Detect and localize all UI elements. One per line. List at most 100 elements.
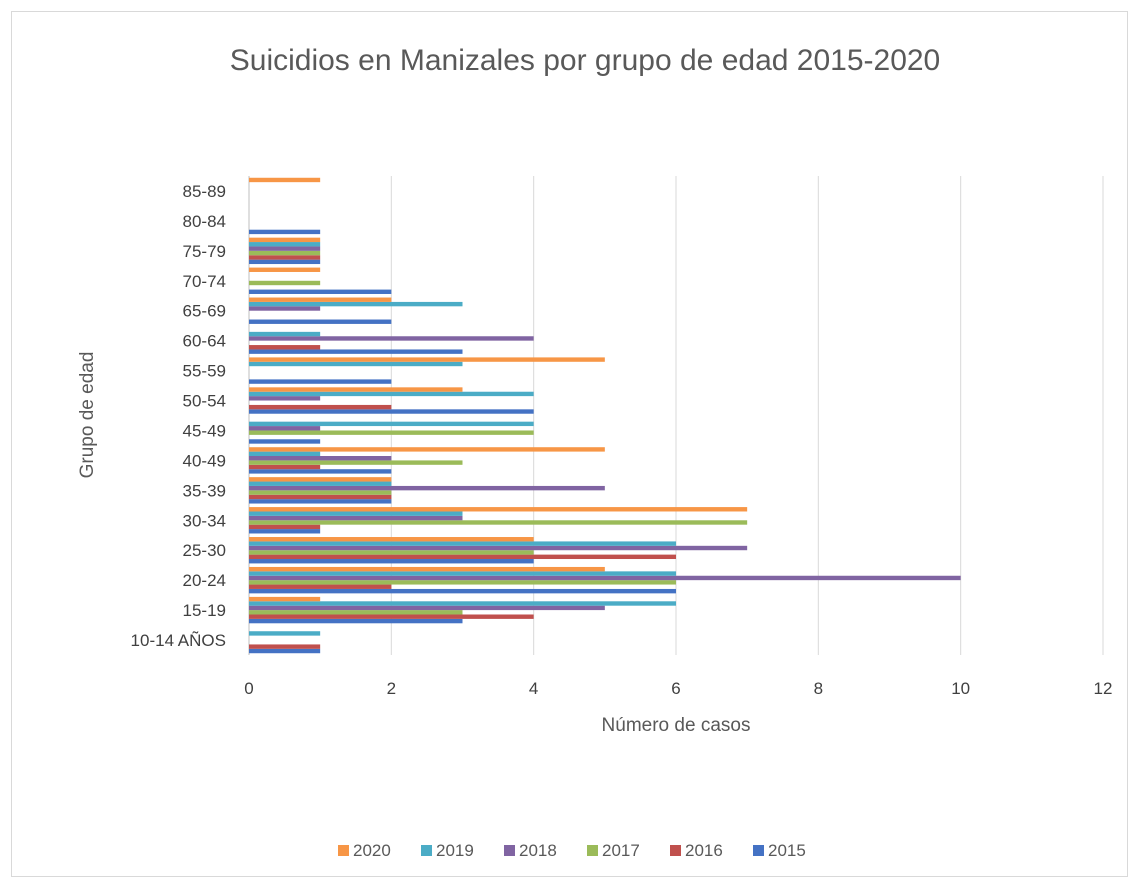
legend-label: 2019 bbox=[436, 841, 474, 860]
bar-2018-10 bbox=[249, 336, 534, 341]
bar-2018-6 bbox=[249, 456, 392, 461]
legend-label: 2016 bbox=[685, 841, 723, 860]
y-axis-title: Grupo de edad bbox=[77, 352, 98, 479]
bar-2015-3 bbox=[249, 559, 534, 564]
y-tick-label: 50-54 bbox=[183, 392, 226, 411]
legend-item-2020: 2020 bbox=[338, 841, 391, 860]
y-tick-label: 35-39 bbox=[183, 481, 226, 500]
bar-2018-8 bbox=[249, 396, 321, 401]
bar-2015-9 bbox=[249, 379, 392, 384]
legend-item-2018: 2018 bbox=[504, 841, 557, 860]
bar-2019-8 bbox=[249, 391, 534, 397]
bar-2020-12 bbox=[249, 267, 321, 272]
bar-2019-7 bbox=[249, 421, 534, 427]
legend-swatch bbox=[504, 845, 515, 856]
bar-2015-5 bbox=[249, 499, 392, 504]
legend-label: 2018 bbox=[519, 841, 557, 860]
y-tick-label: 60-64 bbox=[183, 332, 226, 351]
legend-label: 2020 bbox=[353, 841, 391, 860]
legend-swatch bbox=[421, 845, 432, 856]
x-tick-label: 8 bbox=[814, 679, 823, 698]
bar-2018-3 bbox=[249, 545, 748, 551]
y-tick-label: 20-24 bbox=[183, 571, 226, 590]
bar-2019-3 bbox=[249, 541, 676, 546]
legend-swatch bbox=[670, 845, 681, 856]
bar-2016-3 bbox=[249, 554, 676, 560]
y-tick-label: 65-69 bbox=[183, 302, 226, 321]
bar-2018-4 bbox=[249, 515, 463, 521]
legend-item-2015: 2015 bbox=[753, 841, 806, 860]
bar-2017-13 bbox=[249, 250, 321, 256]
legend: 2020 2019 2018 2017 2016 2015 bbox=[338, 841, 806, 860]
bar-2015-0 bbox=[249, 648, 321, 654]
y-tick-label: 25-30 bbox=[183, 541, 226, 560]
bar-2016-2 bbox=[249, 584, 392, 589]
bar-2019-6 bbox=[249, 451, 321, 457]
chart-frame bbox=[11, 11, 1128, 877]
bar-2016-5 bbox=[249, 494, 392, 500]
bar-2016-6 bbox=[249, 464, 321, 470]
x-tick-label: 0 bbox=[244, 679, 253, 698]
x-tick-labels: 0 2 4 6 8 10 12 bbox=[244, 679, 1112, 698]
bar-2017-3 bbox=[249, 550, 534, 555]
bar-2016-0 bbox=[249, 644, 321, 649]
bar-2020-2 bbox=[249, 566, 605, 572]
legend-swatch bbox=[338, 845, 349, 856]
y-tick-label: 45-49 bbox=[183, 421, 226, 440]
bar-2015-6 bbox=[249, 469, 392, 474]
bar-2017-5 bbox=[249, 490, 392, 495]
bar-2018-13 bbox=[249, 246, 321, 251]
x-tick-label: 2 bbox=[387, 679, 396, 698]
bar-2017-2 bbox=[249, 580, 676, 585]
bar-2015-1 bbox=[249, 618, 463, 624]
bar-2019-9 bbox=[249, 361, 463, 367]
y-tick-label: 75-79 bbox=[183, 242, 226, 261]
y-tick-label: 30-34 bbox=[183, 511, 226, 530]
legend-item-2019: 2019 bbox=[421, 841, 474, 860]
y-tick-label: 80-84 bbox=[183, 212, 226, 231]
legend-label: 2017 bbox=[602, 841, 640, 860]
bar-2015-14 bbox=[249, 229, 321, 235]
bar-2016-4 bbox=[249, 524, 321, 530]
bar-2018-1 bbox=[249, 605, 605, 611]
bar-2020-8 bbox=[249, 387, 463, 392]
bar-2017-4 bbox=[249, 520, 748, 525]
x-tick-label: 6 bbox=[671, 679, 680, 698]
bar-2018-11 bbox=[249, 306, 321, 311]
bar-2018-7 bbox=[249, 426, 321, 431]
bar-2020-11 bbox=[249, 297, 392, 302]
y-tick-label: 85-89 bbox=[183, 182, 226, 201]
bar-2020-15 bbox=[249, 177, 321, 183]
bar-2017-6 bbox=[249, 460, 463, 465]
bar-2016-13 bbox=[249, 255, 321, 260]
legend-swatch bbox=[753, 845, 764, 856]
bar-2019-10 bbox=[249, 331, 321, 337]
y-tick-label: 70-74 bbox=[183, 272, 226, 291]
bar-2019-11 bbox=[249, 301, 463, 307]
chart-title: Suicidios en Manizales por grupo de edad… bbox=[230, 44, 941, 77]
bar-2017-12 bbox=[249, 280, 321, 286]
y-tick-label: 55-59 bbox=[183, 362, 226, 381]
bar-2015-12 bbox=[249, 289, 392, 294]
x-tick-label: 12 bbox=[1094, 679, 1113, 698]
bar-2019-0 bbox=[249, 631, 321, 636]
bar-2015-8 bbox=[249, 409, 534, 414]
bar-2015-7 bbox=[249, 439, 321, 444]
x-axis-title: Número de casos bbox=[602, 715, 751, 736]
bar-2016-10 bbox=[249, 345, 321, 350]
bar-2017-1 bbox=[249, 610, 463, 615]
y-tick-label: 10-14 AÑOS bbox=[131, 631, 226, 650]
legend-item-2017: 2017 bbox=[587, 841, 640, 860]
bar-2016-1 bbox=[249, 614, 534, 619]
bar-2015-2 bbox=[249, 588, 676, 594]
bars bbox=[249, 177, 961, 654]
x-tick-label: 4 bbox=[529, 679, 538, 698]
bar-2020-5 bbox=[249, 477, 392, 482]
bar-2020-6 bbox=[249, 447, 605, 452]
bar-2019-1 bbox=[249, 601, 676, 606]
bar-2019-2 bbox=[249, 571, 676, 576]
bar-2020-3 bbox=[249, 537, 534, 542]
bar-2020-4 bbox=[249, 507, 748, 512]
y-tick-label: 40-49 bbox=[183, 451, 226, 470]
